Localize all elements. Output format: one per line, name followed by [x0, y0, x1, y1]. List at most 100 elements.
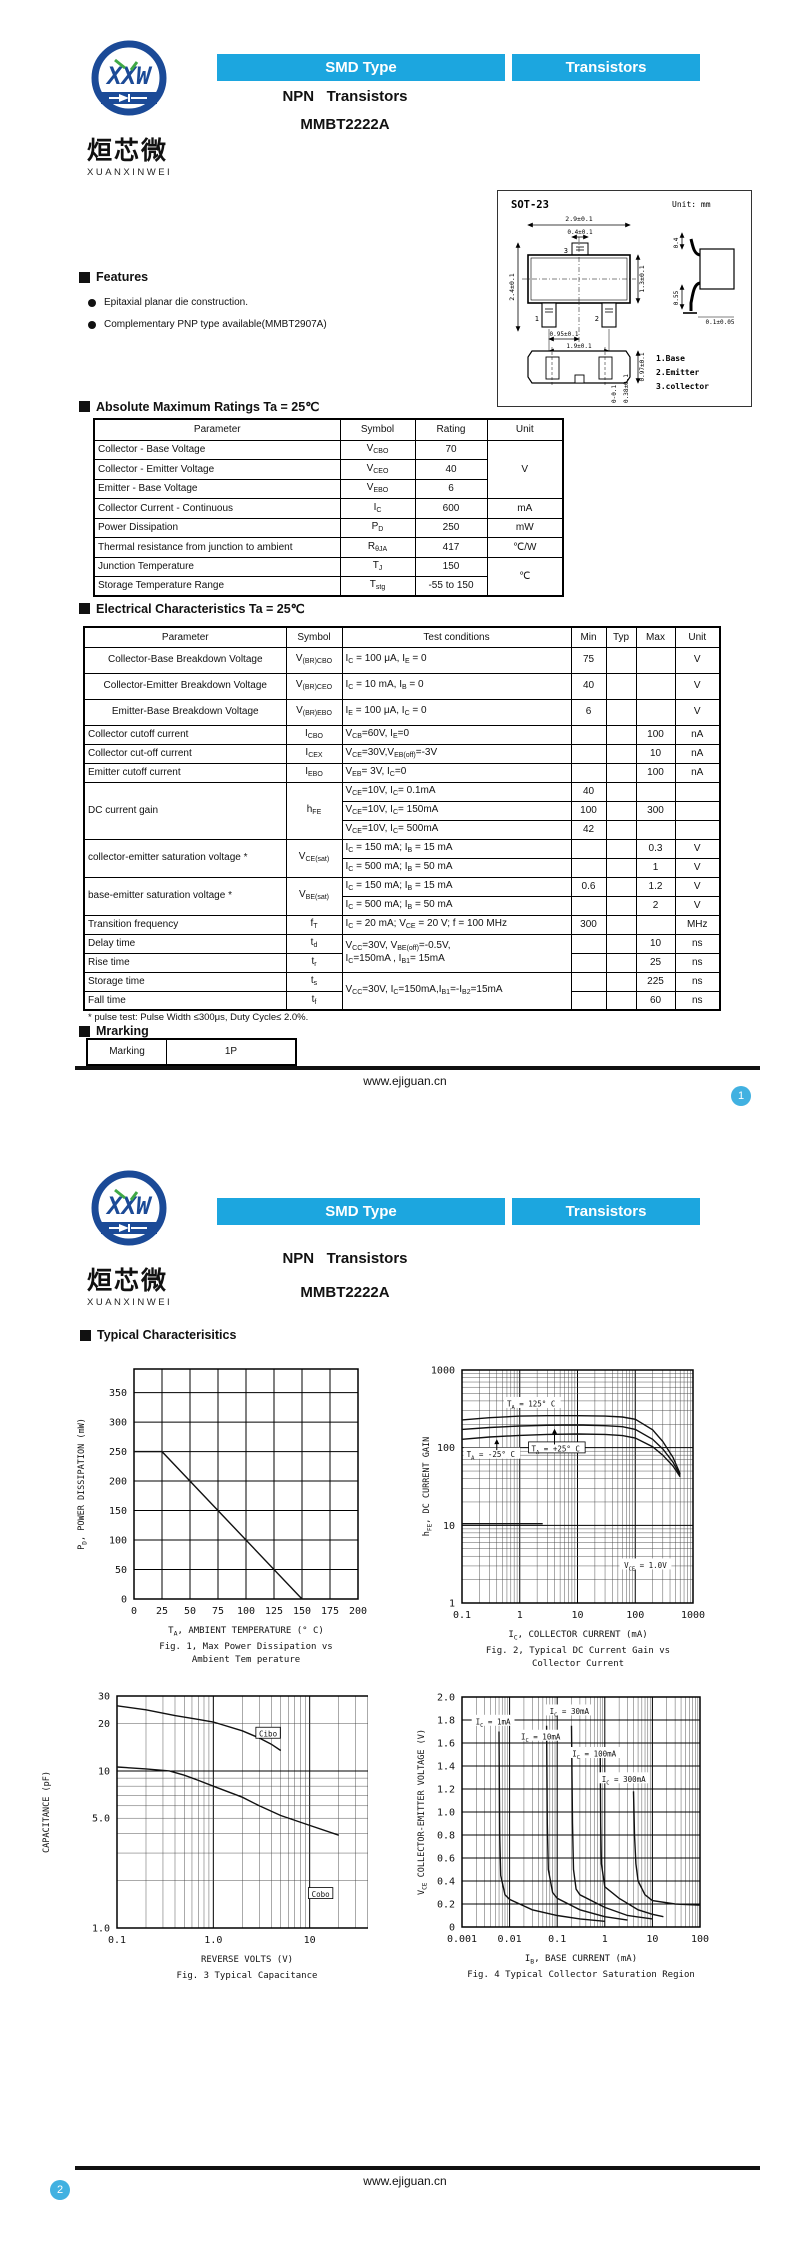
fig3-chart: 0.11.010501.05.0102030CiboCoboCAPACITANC…	[23, 1678, 383, 2008]
svg-text:1.0: 1.0	[204, 1935, 222, 1946]
svg-text:Fig. 1, Max Power Dissipation: Fig. 1, Max Power Dissipation vs	[159, 1642, 332, 1652]
table-row: IC = 500 mA; IB = 50 mA 2 V	[84, 895, 721, 916]
table-cell: ns	[674, 971, 721, 992]
svg-text:0.6: 0.6	[437, 1854, 455, 1865]
table-cell: 70	[414, 439, 488, 460]
table-cell: -55 to 150	[414, 576, 488, 597]
gridlines	[133, 1369, 359, 1600]
table-header-row: Parameter Symbol Test conditions Min Typ Max U…	[83, 626, 721, 648]
table-cell: td	[285, 933, 343, 954]
table-cell: VCE=10V, IC= 500mA	[341, 819, 572, 840]
brand-en: XUANXINWEI	[87, 167, 173, 178]
table-cell	[570, 857, 607, 878]
table-cell: 0.6	[570, 876, 607, 897]
table-cell: Rise time	[83, 952, 287, 973]
table-cell: Collector - Base Voltage	[93, 439, 341, 460]
svg-text:Ambient Tem perature: Ambient Tem perature	[192, 1655, 300, 1665]
svg-text:Cobo: Cobo	[312, 1890, 331, 1899]
table-cell	[605, 781, 637, 802]
table-cell: ICEX	[285, 743, 343, 764]
marking-value-cell: 1P	[166, 1038, 297, 1066]
logo-monogram: XXW	[105, 1192, 153, 1220]
table-row: base-emitter saturation voltage * VBE(sat…	[83, 876, 721, 916]
brand-cn: 烜芯微	[87, 1266, 169, 1295]
column-header: Unit	[486, 418, 564, 441]
table-cell: 2	[635, 895, 676, 916]
table-cell: V	[674, 838, 721, 859]
svg-text:1.2: 1.2	[437, 1785, 455, 1796]
table-cell: Collector-Base Breakdown Voltage	[83, 646, 287, 674]
footer-rule	[75, 1066, 760, 1070]
svg-text:1.0: 1.0	[437, 1808, 455, 1819]
banner-smd-type-label: SMD Type	[325, 1203, 397, 1220]
table-row: Collector Current - Continuous IC 600 mA	[93, 498, 564, 519]
dim-total-height: 2.4±0.1	[508, 273, 516, 300]
table-row: Transition frequency fT IC = 20 mA; VCE = …	[83, 914, 721, 935]
table-cell: IC = 150 mA; IB = 15 mA	[341, 838, 572, 859]
svg-text:CAPACITANCE (pF): CAPACITANCE (pF)	[42, 1771, 52, 1853]
table-cell: 25	[635, 952, 676, 973]
table-row: collector-emitter saturation voltage * VC…	[83, 838, 721, 878]
table-cell: nA	[674, 762, 721, 783]
table-cell: 75	[570, 646, 607, 674]
svg-text:75: 75	[212, 1606, 224, 1617]
typical-characteristics-heading: Typical Characterisitics	[80, 1328, 236, 1342]
table-cell: 10	[635, 933, 676, 954]
table-cell	[635, 781, 676, 802]
table-cell: VEBO	[339, 478, 416, 499]
table-cell: 300	[570, 914, 607, 935]
table-row: Storage Temperature Range Tstg -55 to 150	[93, 576, 563, 597]
series-IC=100mA	[599, 1748, 664, 1918]
logo: XXW 烜芯微 XUANXINWEI	[87, 1168, 207, 1308]
table-cell	[570, 971, 607, 992]
table-cell: Collector-Emitter Breakdown Voltage	[83, 672, 287, 700]
table-cell: 100	[635, 762, 676, 783]
svg-text:1: 1	[602, 1934, 608, 1945]
svg-text:100: 100	[109, 1536, 127, 1547]
table-cell	[605, 800, 637, 821]
marking-table: Marking 1P	[86, 1038, 297, 1066]
features-heading: Features	[79, 270, 148, 284]
brand-cn: 烜芯微	[87, 136, 169, 165]
series-IC=10mA	[545, 1725, 628, 1921]
table-cell	[635, 698, 676, 726]
svg-text:1.8: 1.8	[437, 1716, 455, 1727]
pulse-note: * pulse test: Pulse Width ≤300μs, Duty C…	[88, 1012, 309, 1023]
table-cell	[605, 971, 637, 992]
svg-text:0.001: 0.001	[447, 1934, 477, 1945]
annotations: IC = 1mA IC = 10mA IC = 30mA IC = 100mA IC =…	[471, 1704, 650, 1786]
column-header: Symbol	[285, 626, 343, 648]
square-bullet-icon	[79, 401, 90, 412]
abs-max-table: Parameter Symbol Rating Unit Collector - Bas…	[93, 418, 564, 597]
brand-en: XUANXINWEI	[87, 1297, 173, 1308]
elec-table: Parameter Symbol Test conditions Min Typ Max U…	[83, 626, 721, 1011]
legend-collector: 3.collector	[656, 382, 709, 391]
svg-text:Collector Current: Collector Current	[532, 1659, 624, 1669]
table-cell: V	[674, 672, 721, 700]
series	[461, 1415, 681, 1525]
svg-text:5.0: 5.0	[92, 1814, 110, 1825]
table-cell: tr	[285, 952, 343, 973]
fig4-svg: 0.001 0.01 0.1 1 10 100 0 0.2 0.4 0.6 0.8 1.0 1.2 1.4…	[417, 1693, 709, 1981]
svg-text:1000: 1000	[681, 1610, 705, 1621]
svg-text:10: 10	[646, 1934, 658, 1945]
table-cell	[605, 952, 637, 973]
column-header: Max	[635, 626, 676, 648]
table-cell: IC = 20 mA; VCE = 20 V; f = 100 MHz	[341, 914, 572, 935]
square-bullet-icon	[79, 603, 90, 614]
typical-characteristics-label: Typical Characterisitics	[97, 1328, 237, 1342]
svg-text:IC = 100mA: IC = 100mA	[572, 1750, 616, 1762]
part-number-title: MMBT2222A	[300, 1284, 390, 1301]
svg-text:IC = 30mA: IC = 30mA	[550, 1707, 590, 1719]
svg-text:VCE COLLECTOR-EMITTER VOLTAGE: VCE COLLECTOR-EMITTER VOLTAGE (V)	[417, 1729, 429, 1895]
dim-body-width: 2.9±0.1	[565, 215, 592, 223]
svg-text:25: 25	[156, 1606, 168, 1617]
fig1-svg: 0 25 50 75 100 125 150 175 200 0 50 100 150 200 250 300…	[77, 1368, 367, 1665]
svg-text:10: 10	[98, 1766, 110, 1777]
table-cell: Delay time	[83, 933, 287, 954]
table-cell	[635, 819, 676, 840]
svg-text:250: 250	[109, 1447, 127, 1458]
svg-text:100: 100	[691, 1934, 709, 1945]
table-cell: 1	[635, 857, 676, 878]
